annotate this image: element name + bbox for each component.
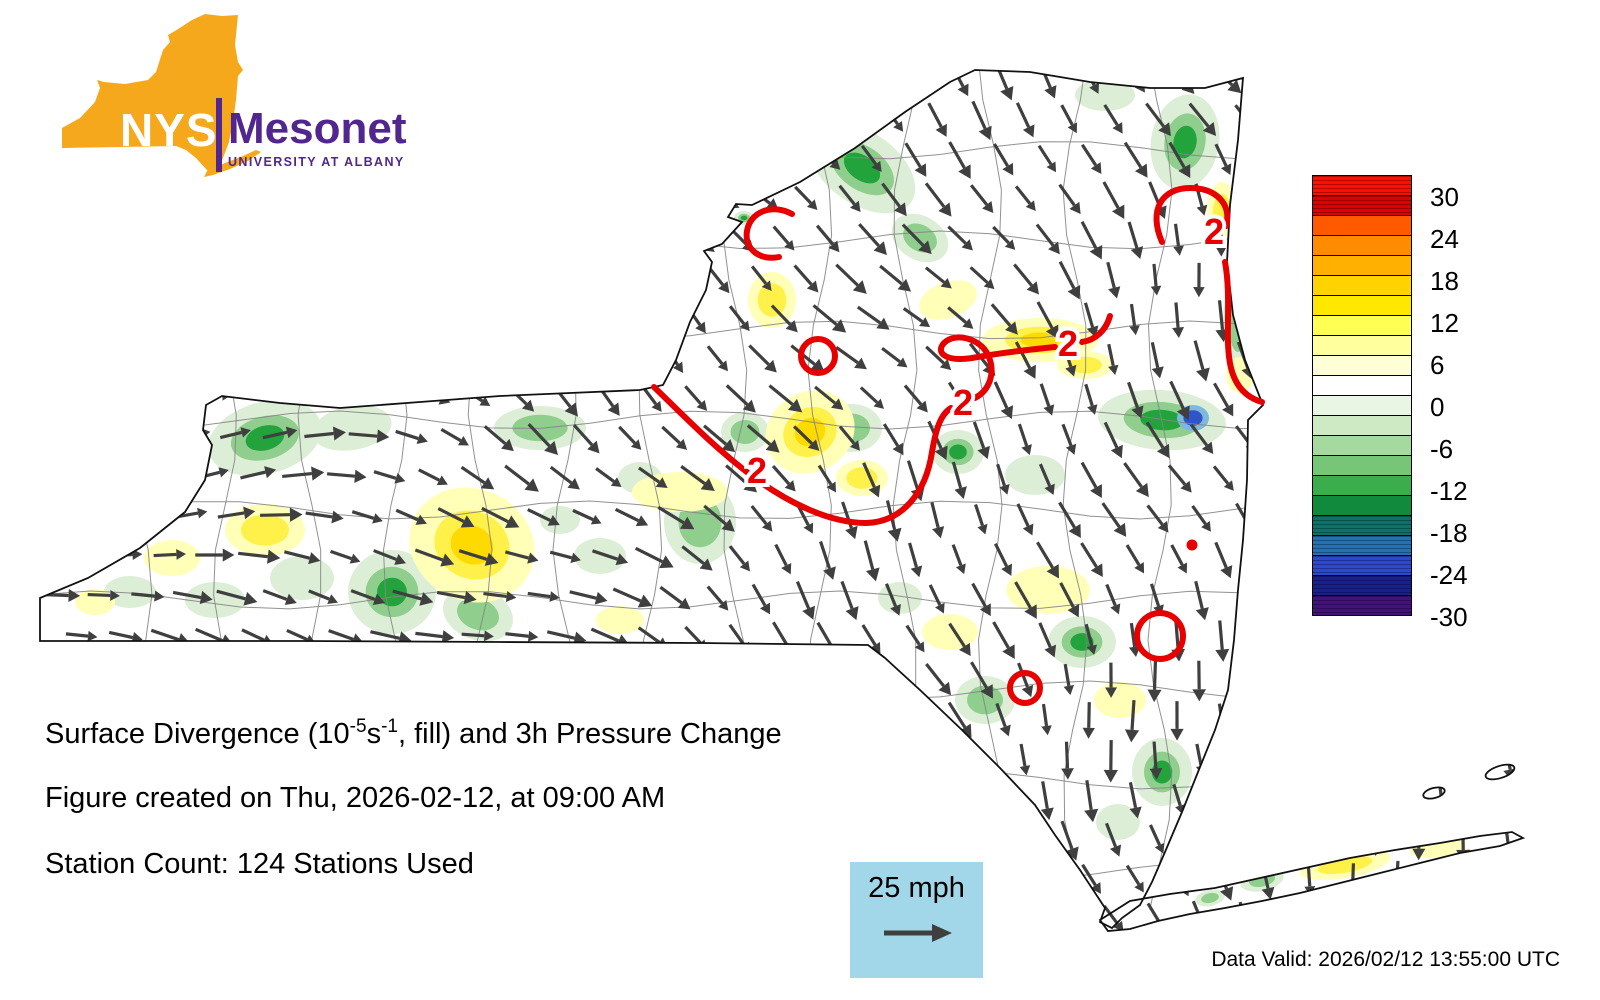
colorbar-cell xyxy=(1312,315,1412,336)
colorbar xyxy=(1312,175,1412,616)
colorbar-tick-labels: 30 24 18 12 6 0 -6 -12 -18 -24 -30 xyxy=(1430,176,1520,646)
colorbar-cell xyxy=(1312,555,1412,576)
island-outline xyxy=(1484,763,1516,781)
title-part: Surface Divergence (10 xyxy=(45,718,350,750)
title-superscript: -5 xyxy=(349,716,367,737)
pressure-contour-layer: 2 2 2 2 xyxy=(651,185,1265,706)
figure-title: Surface Divergence (10-5s-1, fill) and 3… xyxy=(45,716,782,751)
contour-label: 2 xyxy=(953,382,973,423)
colorbar-cell xyxy=(1312,355,1412,376)
contour-label: 2 xyxy=(1204,211,1224,252)
contour-label: 2 xyxy=(1058,323,1078,364)
colorbar-cell xyxy=(1312,335,1412,356)
ny-mainland-outline xyxy=(39,69,1265,930)
title-part: s xyxy=(366,718,382,750)
colorbar-cell xyxy=(1312,175,1412,196)
island-outline xyxy=(1422,786,1446,800)
colorbar-cell xyxy=(1312,295,1412,316)
colorbar-tick: -30 xyxy=(1430,602,1468,632)
nys-mesonet-logo: NYS Mesonet UNIVERSITY AT ALBANY xyxy=(62,14,407,177)
colorbar-tick: -18 xyxy=(1430,518,1468,548)
colorbar-tick: 24 xyxy=(1430,224,1459,254)
colorbar-cell xyxy=(1312,495,1412,516)
state-outline xyxy=(39,69,1526,932)
colorbar-tick: 6 xyxy=(1430,350,1445,380)
data-valid-text: Data Valid: 2026/02/12 13:55:00 UTC xyxy=(1211,948,1560,971)
contour-label: 2 xyxy=(747,450,767,491)
ny-state-logo-shape xyxy=(62,14,243,172)
colorbar-cell xyxy=(1312,455,1412,476)
colorbar-tick: 12 xyxy=(1430,308,1459,338)
colorbar-tick: -24 xyxy=(1430,560,1468,590)
colorbar-cell xyxy=(1312,475,1412,496)
logo-mesonet-text: Mesonet xyxy=(228,104,407,153)
colorbar-cell xyxy=(1312,235,1412,256)
title-part: , fill) and 3h Pressure Change xyxy=(397,718,782,750)
wind-scale-legend: 25 mph xyxy=(850,862,983,978)
wind-scale-arrow-icon xyxy=(884,924,952,942)
colorbar-cell xyxy=(1312,435,1412,456)
colorbar-tick: 0 xyxy=(1430,392,1445,422)
colorbar-tick: 30 xyxy=(1430,182,1459,212)
colorbar-cell xyxy=(1312,195,1412,216)
colorbar-cell xyxy=(1312,535,1412,556)
colorbar-cell xyxy=(1312,575,1412,596)
wind-scale-label: 25 mph xyxy=(868,872,965,904)
colorbar-cell xyxy=(1312,415,1412,436)
colorbar-cell xyxy=(1312,255,1412,276)
colorbar-cell xyxy=(1312,595,1412,616)
colorbar-cell xyxy=(1312,215,1412,236)
station-count-text: Station Count: 124 Stations Used xyxy=(45,848,474,880)
colorbar-cell xyxy=(1312,395,1412,416)
figure-created-text: Figure created on Thu, 2026-02-12, at 09… xyxy=(45,782,666,814)
colorbar-cell xyxy=(1312,275,1412,296)
logo-divider-bar xyxy=(216,98,222,172)
colorbar-cell xyxy=(1312,375,1412,396)
logo-subtitle-text: UNIVERSITY AT ALBANY xyxy=(228,155,405,169)
title-superscript: -1 xyxy=(381,716,398,737)
long-island-outline xyxy=(1098,831,1526,932)
colorbar-tick: 18 xyxy=(1430,266,1459,296)
colorbar-tick: -12 xyxy=(1430,476,1468,506)
colorbar-cell xyxy=(1312,515,1412,536)
logo-nys-text: NYS xyxy=(120,104,218,156)
colorbar-tick: -6 xyxy=(1430,434,1454,464)
